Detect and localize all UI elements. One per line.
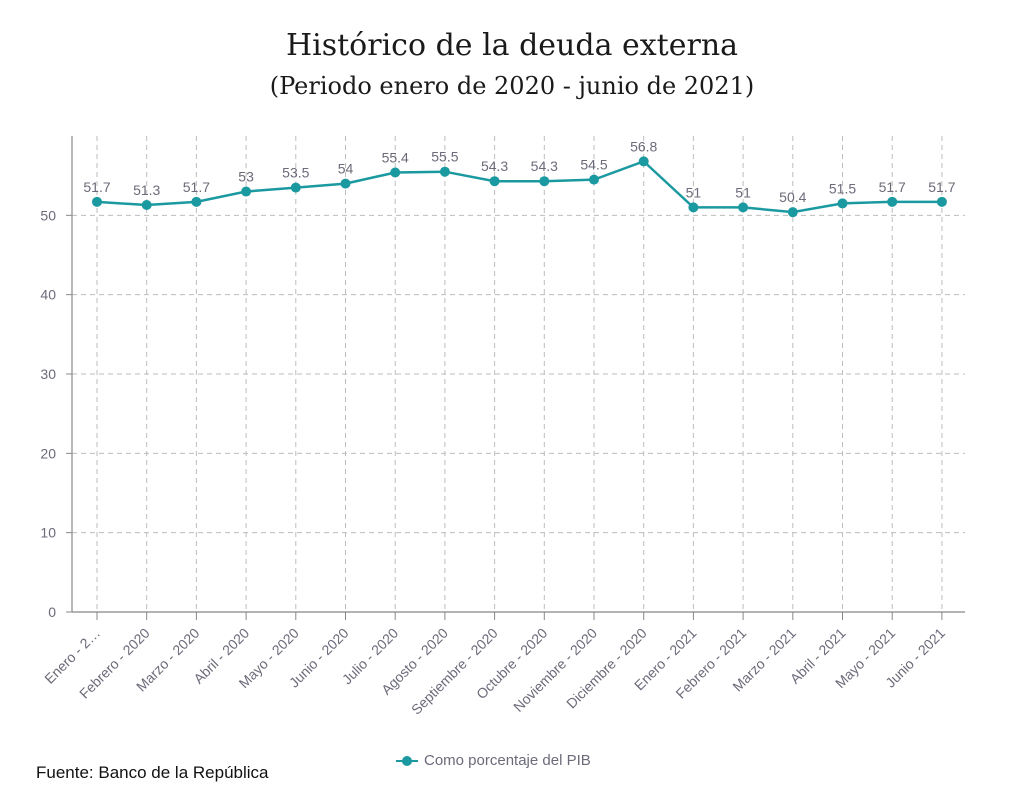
data-point[interactable] xyxy=(887,196,898,207)
data-label: 56.8 xyxy=(630,138,657,154)
data-label: 55.4 xyxy=(382,149,409,165)
data-point[interactable] xyxy=(837,198,848,209)
chart-subtitle: (Periodo enero de 2020 - junio de 2021) xyxy=(269,72,755,100)
y-tick-label: 40 xyxy=(40,287,56,303)
data-point[interactable] xyxy=(390,167,401,178)
data-point[interactable] xyxy=(787,207,798,218)
data-point[interactable] xyxy=(92,196,102,207)
data-label: 51.7 xyxy=(879,179,906,195)
data-label: 51 xyxy=(686,184,702,200)
data-point[interactable] xyxy=(638,156,649,167)
data-label: 51.3 xyxy=(133,182,160,198)
legend-label: Como porcentaje del PIB xyxy=(424,752,591,769)
data-point[interactable] xyxy=(241,186,252,197)
data-label: 51.7 xyxy=(183,179,210,195)
data-label: 51.7 xyxy=(83,179,110,195)
source-note: Fuente: Banco de la República xyxy=(36,763,269,782)
data-label: 53.5 xyxy=(282,165,309,181)
chart-title: Histórico de la deuda externa xyxy=(285,28,739,63)
data-label: 51 xyxy=(735,184,751,200)
data-label: 55.5 xyxy=(431,149,458,165)
x-tick-label: Septiembre - 2020 xyxy=(408,625,501,718)
y-tick-label: 10 xyxy=(40,525,56,541)
data-label: 54.5 xyxy=(580,157,607,173)
data-label: 51.5 xyxy=(829,180,856,196)
data-label: 53 xyxy=(238,169,254,185)
data-point[interactable] xyxy=(141,200,152,211)
data-label: 50.4 xyxy=(779,189,806,205)
data-point[interactable] xyxy=(688,202,699,213)
data-point[interactable] xyxy=(340,178,351,189)
series-line xyxy=(96,159,942,214)
legend[interactable]: Como porcentaje del PIB xyxy=(396,752,591,769)
data-label: 54.3 xyxy=(481,158,508,174)
data-point[interactable] xyxy=(589,174,599,185)
data-label: 54.3 xyxy=(531,158,558,174)
x-tick-label: Noviembre - 2020 xyxy=(510,625,600,715)
legend-marker-icon xyxy=(396,754,418,768)
y-tick-label: 30 xyxy=(40,366,56,382)
y-tick-label: 50 xyxy=(40,207,56,223)
data-label: 51.7 xyxy=(928,179,955,195)
data-point[interactable] xyxy=(936,196,947,207)
data-point[interactable] xyxy=(191,196,202,207)
y-tick-label: 20 xyxy=(40,445,56,461)
data-point[interactable] xyxy=(489,176,500,187)
data-point[interactable] xyxy=(290,182,301,193)
data-label: 54 xyxy=(338,161,354,177)
data-point[interactable] xyxy=(738,202,749,213)
data-point[interactable] xyxy=(539,176,550,187)
y-tick-label: 0 xyxy=(48,604,56,620)
data-point[interactable] xyxy=(439,166,450,177)
